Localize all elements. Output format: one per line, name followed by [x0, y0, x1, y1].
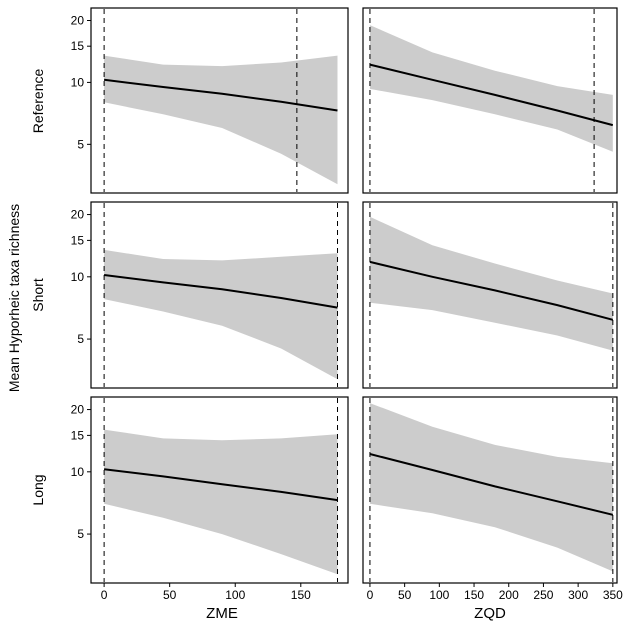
panel-frame-reference-zqd — [362, 7, 618, 194]
x-tick-label: 150 — [291, 588, 311, 602]
panel-long-zqd: 0 50 100 150 200 250 300 350 — [362, 396, 623, 602]
fit-line-long-zqd — [369, 453, 614, 516]
x-tick-label: 200 — [499, 588, 519, 602]
confidence-band-long-zqd — [369, 403, 613, 572]
y-tick-label: 5 — [77, 332, 84, 346]
x-tick-label: 50 — [398, 588, 412, 602]
panel-long-zme: 5 10 15 20 0 50 100 150 — [71, 396, 349, 602]
x-tick-label: 350 — [603, 588, 623, 602]
panel-reference-zme: 5 10 15 20 — [71, 7, 349, 194]
y-tick-label: 20 — [71, 13, 85, 27]
fit-line-short-zme — [103, 274, 338, 309]
y-tick-label: 5 — [77, 527, 84, 541]
x-tick-label: 0 — [367, 588, 374, 602]
confidence-band-reference-zqd — [369, 25, 613, 152]
confidence-band-long-zme — [104, 429, 338, 575]
fit-line-reference-zme — [103, 78, 338, 112]
panel-frame-short-zme — [90, 201, 349, 389]
x-tick-label: 0 — [101, 588, 108, 602]
panel-frame-short-zqd — [362, 201, 618, 389]
panel-frame-long-zqd — [362, 396, 618, 584]
panel-short-zqd — [362, 201, 618, 389]
y-tick-label: 15 — [71, 39, 85, 53]
x-tick-label: 250 — [533, 588, 553, 602]
y-tick-label: 5 — [77, 137, 84, 151]
y-tick-label: 20 — [71, 403, 85, 417]
y-tick-label: 10 — [71, 465, 85, 479]
confidence-band-reference-zme — [104, 55, 338, 185]
confidence-band-short-zqd — [369, 216, 613, 351]
fit-line-reference-zqd — [369, 63, 614, 127]
x-axis-title-zqd: ZQD — [474, 605, 506, 622]
panel-reference-zqd — [362, 7, 618, 194]
row-label-long: Long — [30, 474, 46, 505]
row-label-short: Short — [30, 278, 46, 312]
row-labels: Reference Short Long — [30, 68, 46, 505]
y-tick-label: 20 — [71, 208, 85, 222]
y-tick-label: 15 — [71, 233, 85, 247]
x-axis-title-zme: ZME — [206, 605, 238, 622]
y-axis-title: Mean Hyporheic taxa richness — [6, 204, 22, 392]
row-label-reference: Reference — [30, 68, 46, 133]
panel-short-zme: 5 10 15 20 — [71, 201, 349, 389]
panel-frame-long-zme — [90, 396, 349, 584]
y-tick-label: 10 — [71, 270, 85, 284]
fit-line-long-zme — [103, 468, 338, 502]
x-tick-label: 150 — [464, 588, 484, 602]
x-tick-label: 100 — [429, 588, 449, 602]
y-tick-label: 10 — [71, 75, 85, 89]
x-tick-label: 50 — [163, 588, 177, 602]
panel-frame-reference-zme — [90, 7, 349, 194]
x-tick-label: 300 — [568, 588, 588, 602]
x-tick-label: 100 — [225, 588, 245, 602]
fit-line-short-zqd — [369, 260, 614, 321]
confidence-band-short-zme — [104, 249, 338, 380]
y-tick-label: 15 — [71, 428, 85, 442]
